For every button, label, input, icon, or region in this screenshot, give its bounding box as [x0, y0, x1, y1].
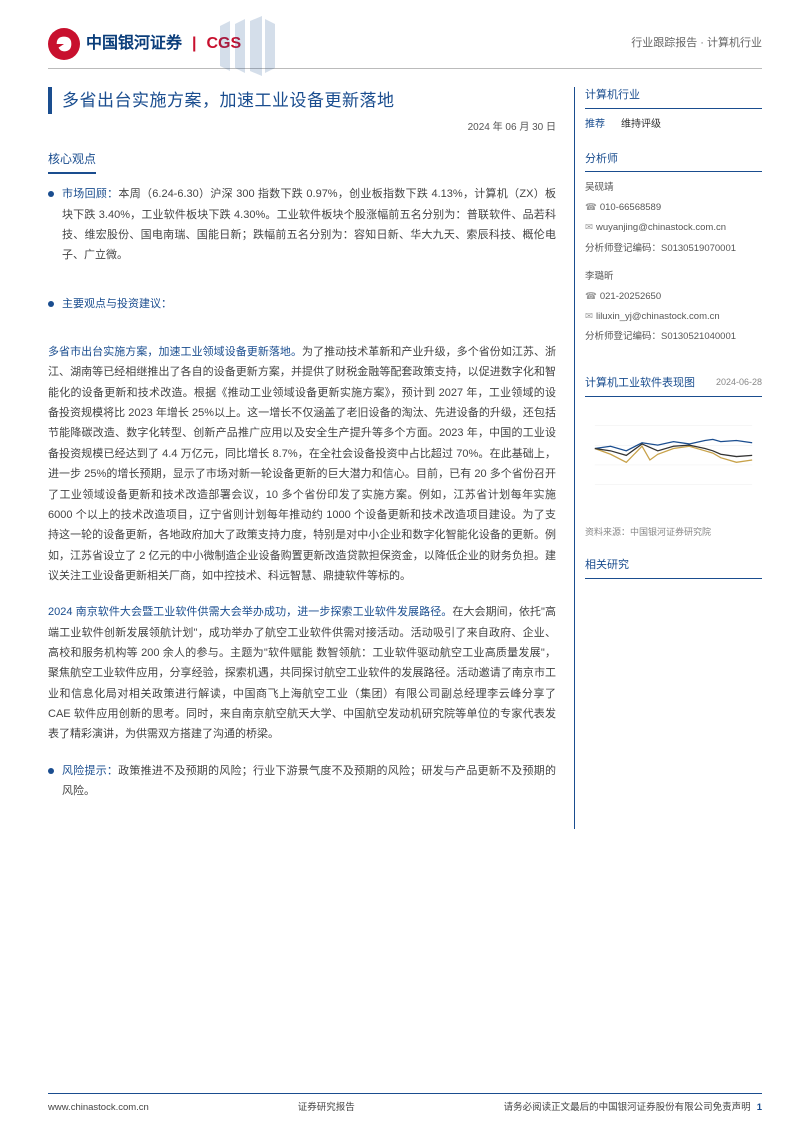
bullet-market-review: 市场回顾：本周（6.24-6.30）沪深 300 指数下跌 0.97%，创业板指…	[48, 184, 556, 281]
rating-label: 推荐	[585, 117, 605, 133]
bullet-main-view: 主要观点与投资建议：	[48, 294, 556, 330]
email-icon: ✉	[585, 311, 593, 322]
logo-text-cn: 中国银河证券	[86, 31, 182, 57]
footer-disclaimer: 请务必阅读正文最后的中国银河证券股份有限公司免责声明1	[504, 1100, 762, 1115]
performance-chart: 资料来源：中国银河证券研究院	[585, 405, 762, 539]
email-icon: ✉	[585, 222, 593, 233]
logo-icon	[48, 28, 80, 60]
bullet-dot-icon	[48, 768, 54, 774]
section-core-viewpoint: 核心观点	[48, 150, 96, 174]
watermark-logo	[200, 16, 290, 83]
rating-row: 推荐 维持评级	[585, 117, 762, 133]
sidebar-industry-title: 计算机行业	[585, 87, 762, 109]
bullet-dot-icon	[48, 301, 54, 307]
footer-center: 证券研究报告	[298, 1100, 355, 1115]
analyst-name: 李璐昕	[585, 269, 762, 285]
chart-date: 2024-06-28	[716, 375, 762, 389]
analyst-email: ✉liluxin_yj@chinastock.com.cn	[585, 309, 762, 325]
page-footer: www.chinastock.com.cn 证券研究报告 请务必阅读正文最后的中…	[48, 1093, 762, 1115]
analyst-block: 吴砚靖 ☎010-66568589 ✉wuyanjing@chinastock.co…	[585, 180, 762, 257]
page-number: 1	[757, 1102, 762, 1113]
header-category: 行业跟踪报告 · 计算机行业	[631, 35, 762, 53]
analyst-name: 吴砚靖	[585, 180, 762, 196]
phone-icon: ☎	[585, 291, 597, 302]
main-view-label: 主要观点与投资建议：	[62, 298, 172, 310]
risk-text: 风险提示：政策推进不及预期的风险；行业下游景气度不及预期的风险；研发与产品更新不…	[62, 761, 556, 802]
analyst-email: ✉wuyanjing@chinastock.com.cn	[585, 220, 762, 236]
analyst-block: 李璐昕 ☎021-20252650 ✉liluxin_yj@chinastock.c…	[585, 269, 762, 346]
logo-divider: |	[192, 31, 196, 57]
analyst-phone: ☎021-20252650	[585, 289, 762, 305]
sidebar-chart-title: 计算机工业软件表现图 2024-06-28	[585, 375, 762, 397]
report-date: 2024 年 06 月 30 日	[48, 120, 556, 136]
report-title: 多省出台实施方案，加速工业设备更新落地	[62, 87, 556, 114]
analyst-phone: ☎010-66568589	[585, 200, 762, 216]
header-divider	[48, 68, 762, 69]
analyst-code: 分析师登记编码：S0130519070001	[585, 241, 762, 257]
sidebar-analyst-title: 分析师	[585, 151, 762, 173]
rating-value: 维持评级	[621, 117, 661, 133]
title-block: 多省出台实施方案，加速工业设备更新落地	[48, 87, 556, 114]
paragraph-provinces: 多省市出台实施方案，加速工业领域设备更新落地。为了推动技术革新和产业升级，多个省…	[48, 342, 556, 586]
sidebar-related-title: 相关研究	[585, 557, 762, 579]
footer-url: www.chinastock.com.cn	[48, 1100, 149, 1115]
bullet-risk: 风险提示：政策推进不及预期的风险；行业下游景气度不及预期的风险；研发与产品更新不…	[48, 761, 556, 818]
chart-source: 资料来源：中国银河证券研究院	[585, 525, 762, 539]
bullet-dot-icon	[48, 191, 54, 197]
phone-icon: ☎	[585, 202, 597, 213]
paragraph-nanjing: 2024 南京软件大会暨工业软件供需大会举办成功，进一步探索工业软件发展路径。在…	[48, 602, 556, 744]
market-review-text: 市场回顾：本周（6.24-6.30）沪深 300 指数下跌 0.97%，创业板指…	[62, 184, 556, 265]
analyst-code: 分析师登记编码：S0130521040001	[585, 329, 762, 345]
